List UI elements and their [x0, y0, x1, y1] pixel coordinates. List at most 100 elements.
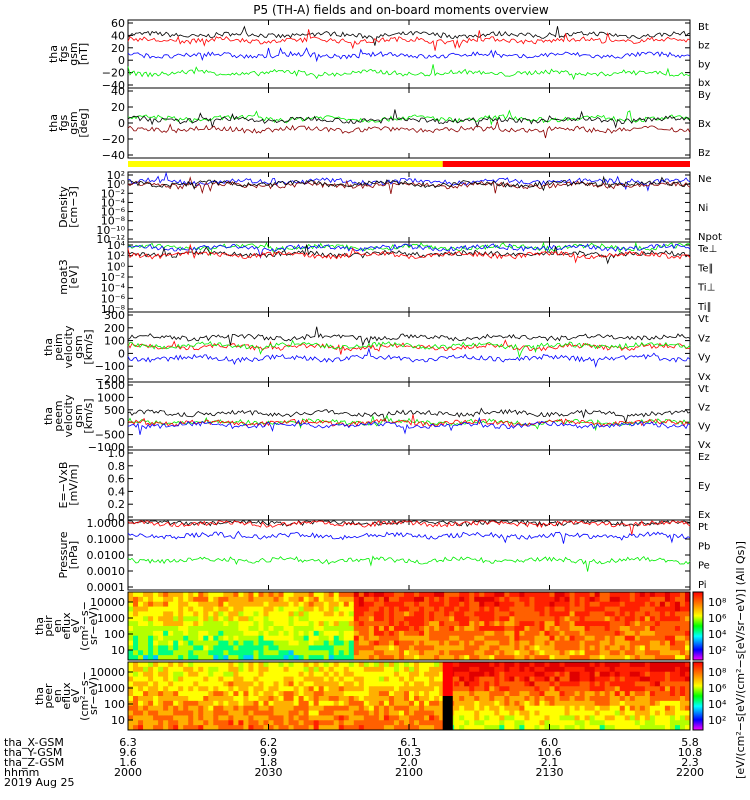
spectrogram-cell	[338, 611, 345, 617]
ephemeris-value: 2130	[536, 766, 564, 779]
spectrogram-cell	[383, 640, 390, 646]
spectrogram-cell	[133, 606, 139, 612]
spectrogram-cell	[664, 720, 671, 726]
spectrogram-cell	[258, 626, 264, 632]
spectrogram-cell	[148, 606, 154, 612]
spectrogram-cell	[378, 676, 385, 682]
spectrogram-cell	[253, 681, 259, 687]
spectrogram-cell	[388, 710, 395, 716]
spectrogram-cell	[484, 720, 490, 726]
spectrogram-cell	[674, 662, 681, 668]
spectrogram-cell	[589, 691, 596, 697]
spectrogram-cell	[228, 681, 234, 687]
spectrogram-cell	[429, 621, 435, 627]
spectrogram-cell	[489, 671, 495, 678]
spectrogram-cell	[153, 715, 159, 721]
spectrogram-cell	[519, 662, 525, 668]
spectrogram-cell	[554, 696, 561, 702]
spectrogram-cell	[569, 640, 576, 646]
spectrogram-cell	[454, 662, 460, 668]
spectrogram-cell	[318, 700, 325, 707]
spectrogram-cell	[138, 681, 144, 687]
spectrogram-cell	[409, 606, 415, 612]
spectrogram-cell	[614, 645, 621, 651]
series-line	[127, 175, 691, 192]
spectrogram-cell	[343, 640, 350, 646]
spectrogram-cell	[449, 650, 455, 656]
spectrogram-cell	[439, 650, 445, 656]
spectrogram-cell	[454, 710, 460, 716]
spectrogram-cell	[323, 671, 330, 678]
spectrogram-cell	[654, 696, 661, 702]
spectrogram-cell	[499, 650, 505, 656]
y-axis-label: en	[51, 689, 64, 703]
spectrogram-cell	[574, 606, 581, 612]
spectrogram-cell	[368, 626, 375, 632]
spectrogram-cell	[544, 616, 550, 622]
spectrogram-cell	[173, 611, 179, 617]
spectrogram-cell	[168, 635, 174, 642]
spectrogram-cell	[609, 645, 616, 651]
spectrogram-cell	[273, 645, 280, 651]
spectrogram-cell	[268, 666, 275, 673]
spectrogram-cell	[303, 666, 310, 673]
spectrogram-cell	[459, 696, 465, 702]
spectrogram-cell	[649, 655, 656, 661]
spectrogram-cell	[529, 666, 535, 673]
spectrogram-cell	[158, 676, 164, 682]
spectrogram-cell	[469, 715, 475, 721]
spectrogram-cell	[308, 720, 315, 726]
spectrogram-cell	[328, 616, 335, 622]
spectrogram-cell	[429, 662, 435, 668]
spectrogram-cell	[183, 630, 189, 637]
spectrogram-cell	[208, 715, 214, 721]
spectrogram-cell	[363, 621, 370, 627]
spectrogram-cell	[564, 650, 571, 656]
spectrogram-cell	[599, 715, 606, 721]
spectrogram-cell	[148, 700, 154, 707]
spectrogram-cell	[298, 626, 305, 632]
spectrogram-cell	[173, 666, 179, 673]
spectrogram-cell	[569, 705, 576, 712]
spectrogram-cell	[624, 635, 631, 642]
spectrogram-cell	[434, 710, 440, 716]
spectrogram-cell	[639, 601, 646, 608]
spectrogram-cell	[674, 626, 681, 632]
spectrogram-cell	[213, 666, 219, 673]
spectrogram-cell	[188, 715, 194, 721]
spectrogram-cell	[619, 592, 626, 598]
spectrogram-cell	[133, 626, 139, 632]
spectrogram-cell	[514, 645, 520, 651]
spectrogram-cell	[469, 645, 475, 651]
spectrogram-cell	[373, 700, 380, 707]
spectrogram-cell	[474, 715, 480, 721]
spectrogram-cell	[504, 650, 510, 656]
spectrogram-cell	[474, 645, 480, 651]
spectrogram-cell	[293, 705, 300, 712]
spectrogram-cell	[474, 655, 480, 661]
spectrogram-cell	[594, 691, 601, 697]
spectrogram-cell	[544, 696, 550, 702]
spectrogram-cell	[469, 705, 475, 712]
spectrogram-cell	[263, 676, 269, 682]
spectrogram-cell	[504, 725, 510, 731]
spectrogram-cell	[243, 596, 249, 603]
spectrogram-cell	[208, 630, 214, 637]
spectrogram-cell	[639, 681, 646, 687]
spectrogram-cell	[679, 686, 686, 692]
spectrogram-cell	[539, 666, 545, 673]
spectrogram-cell	[584, 725, 591, 731]
spectrogram-cell	[634, 630, 641, 637]
spectrogram-cell	[464, 635, 470, 642]
spectrogram-cell	[303, 626, 310, 632]
spectrogram-cell	[343, 666, 350, 673]
spectrogram-cell	[228, 601, 234, 608]
spectrogram-cell	[584, 666, 591, 673]
spectrogram-cell	[419, 696, 425, 702]
spectrogram-cell	[579, 686, 586, 692]
spectrogram-cell	[288, 681, 295, 687]
spectrogram-cell	[664, 710, 671, 716]
spectrogram-cell	[288, 621, 295, 627]
spectrogram-cell	[318, 662, 325, 668]
spectrogram-cell	[679, 691, 686, 697]
